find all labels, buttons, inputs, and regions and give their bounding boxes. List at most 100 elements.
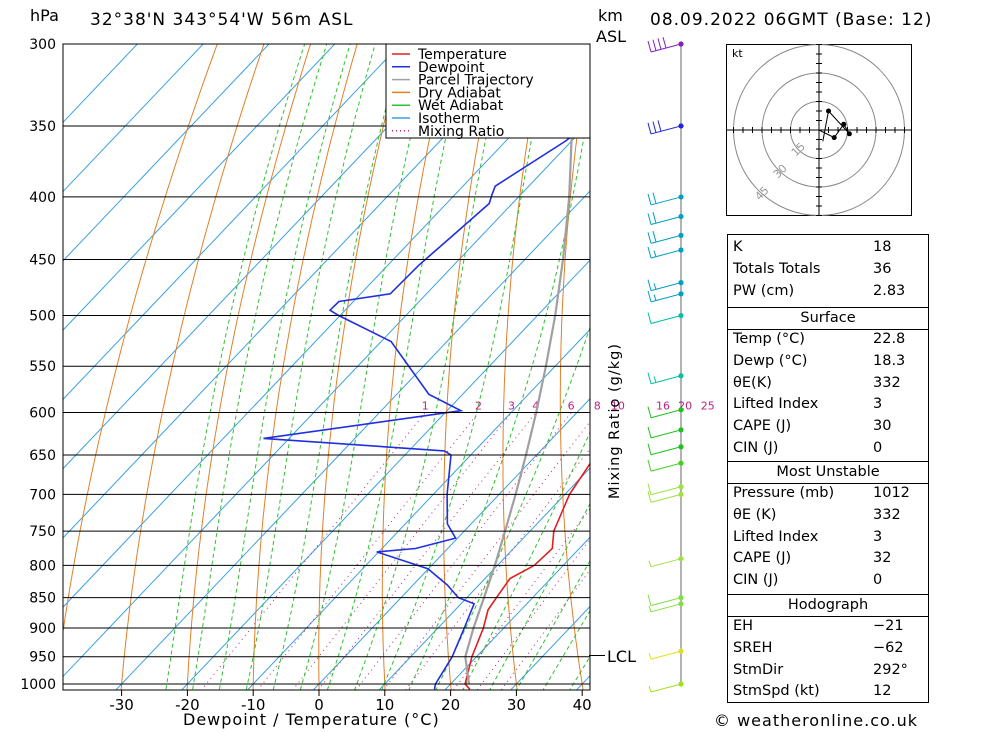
isotherm-line — [115, 190, 590, 690]
wet-adiabat-line — [542, 609, 590, 690]
pressure-tick-label: 800 — [29, 558, 56, 574]
wind-barb-halfflag — [648, 605, 652, 612]
hodograph-key: EH — [733, 618, 754, 634]
hodograph-point — [846, 131, 852, 137]
x-axis-title: Dewpoint / Temperature (°C) — [183, 710, 440, 729]
temperature-tick-label: -20 — [175, 696, 200, 714]
wind-barb-staff — [650, 462, 682, 472]
hodograph-row: SREH −62 — [728, 638, 928, 659]
isotherm-line — [312, 398, 590, 690]
wind-barb-staff — [650, 683, 682, 693]
isotherm-line — [63, 44, 204, 193]
pressure-tick-label: 700 — [29, 487, 56, 503]
mixing-ratio-line — [257, 412, 479, 690]
legend-label: Parcel Trajectory — [418, 73, 534, 89]
temperature-tick-label: 0 — [314, 696, 324, 714]
temperature-tick-label: 40 — [573, 696, 592, 714]
wind-barb-halfflag — [648, 652, 652, 660]
legend-label: Wet Adiabat — [418, 98, 504, 114]
most_unstable-row: θE (K) 332 — [728, 505, 928, 526]
isotherm-line — [63, 120, 590, 678]
surface-row: Temp (°C) 22.8 — [728, 329, 928, 350]
most_unstable-key: Pressure (mb) — [733, 485, 835, 501]
hodograph-row: EH −21 — [728, 616, 928, 637]
km-unit-label: km — [598, 6, 623, 25]
dry-adiabat-line — [63, 44, 218, 635]
pressure-tick-label: 450 — [29, 253, 56, 269]
pressure-tick-label: 850 — [29, 591, 56, 607]
general-row: K 18 — [728, 237, 928, 258]
surface-value: 0 — [873, 440, 883, 456]
hodograph-value: −62 — [873, 639, 904, 656]
general-row: PW (cm) 2.83 — [728, 281, 928, 302]
surface-key: θE(K) — [733, 374, 772, 391]
wind-barb-flag — [647, 290, 652, 302]
surface-section-title: Surface — [728, 307, 928, 330]
wind-barb-flag — [647, 279, 652, 291]
wind-barb-staff — [650, 558, 682, 568]
wind-barb-halfflag — [648, 685, 652, 693]
dry-adiabat-line — [443, 44, 498, 690]
isotherm-line — [444, 536, 590, 690]
pressure-tick-label: 900 — [29, 621, 56, 637]
mixing-ratio-line — [200, 412, 426, 690]
wind-barb-halfflag — [653, 283, 657, 290]
temperature-tick-label: -30 — [109, 696, 134, 714]
wind-barb-flag — [647, 491, 652, 503]
wind-barb-staff — [650, 486, 682, 496]
wet-adiabat-line — [165, 44, 306, 690]
dry-adiabat-line — [381, 44, 452, 690]
wind-barb-flag — [647, 483, 652, 495]
surface-row: θE(K) 332 — [728, 373, 928, 394]
isotherm-line — [246, 328, 590, 690]
mixing-ratio-axis-title: Mixing Ratio (g/kg) — [607, 343, 623, 499]
mixing-ratio-labels: 1 2 3 4 6 8 10 16 20 25 — [422, 399, 715, 412]
legend-label: Dry Adiabat — [418, 85, 501, 101]
legend-label: Isotherm — [418, 111, 480, 127]
skewt-chart: 1 2 3 4 6 8 10 16 20 25 3003504004505005506006507… — [20, 36, 715, 714]
most_unstable-row: CIN (J) 0 — [728, 570, 928, 591]
hodograph-key: SREH — [733, 639, 773, 656]
wet-adiabat-line — [462, 431, 590, 690]
hodograph-value: 12 — [873, 683, 892, 700]
wind-barb-staff — [650, 603, 682, 613]
wind-barb-staff — [650, 429, 682, 439]
wind-barb-flag — [647, 122, 652, 135]
wet-adiabat-line — [489, 502, 590, 690]
general-value: 36 — [873, 260, 892, 277]
temperature-tick-label: 30 — [507, 696, 526, 714]
mixing-ratio-label: 6 — [568, 399, 575, 412]
most_unstable-key: CAPE (J) — [733, 550, 792, 567]
wind-barb-flag — [657, 120, 662, 132]
most-unstable-section-title: Most Unstable — [728, 461, 928, 484]
pressure-tick-label: 500 — [29, 309, 56, 325]
general-value: 18 — [873, 239, 892, 255]
hodograph-point — [841, 121, 847, 127]
most_unstable-value: 3 — [873, 528, 883, 545]
station-location: 32°38'N 343°54'W 56m ASL — [90, 10, 354, 30]
mixing-ratio-label: 10 — [611, 399, 625, 412]
most_unstable-key: Lifted Index — [733, 528, 819, 545]
most_unstable-row: Pressure (mb) 1012 — [728, 483, 928, 504]
wind-barb-staff — [650, 650, 682, 660]
general-key: Totals Totals — [733, 260, 821, 277]
isotherm-line — [63, 44, 402, 401]
wet-adiabat-line — [218, 44, 351, 690]
wet-adiabat-line — [353, 44, 506, 690]
mixing-ratio-label: 8 — [594, 399, 601, 412]
wet-adiabat-line — [299, 44, 434, 690]
wind-barb-flag — [647, 213, 652, 225]
isotherm-line — [63, 44, 139, 124]
lcl-label: LCL — [607, 647, 636, 666]
temperature-tick-label: -10 — [241, 696, 266, 714]
surface-row: CIN (J) 0 — [728, 438, 928, 459]
wind-barb-staff — [650, 315, 682, 325]
series-temperature — [464, 462, 590, 690]
hodograph-row: StmSpd (kt) 12 — [728, 681, 928, 702]
general-value: 2.83 — [873, 282, 906, 299]
pressure-tick-label: 550 — [29, 359, 56, 375]
hodograph-row: StmDir 292° — [728, 660, 928, 681]
dry-adiabat-line — [252, 44, 358, 690]
pressure-tick-label: 300 — [29, 37, 56, 53]
